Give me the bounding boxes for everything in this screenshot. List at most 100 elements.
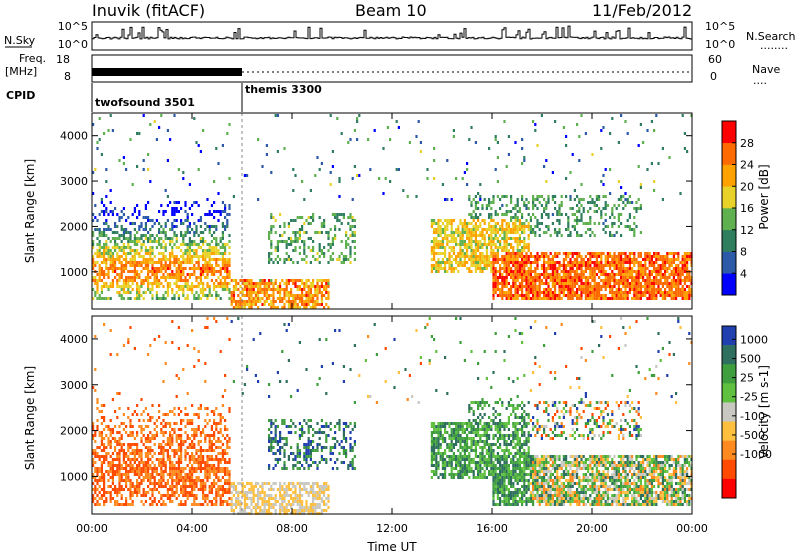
echo-cell [219,488,222,491]
echo-cell [268,294,271,297]
echo-cell [620,294,623,297]
echo-cell [191,491,194,494]
echo-cell [529,276,532,279]
echo-cell [677,288,680,291]
echo-cell [452,246,455,249]
echo-cell [503,243,506,246]
echo-cell [644,285,647,288]
echo-cell [197,261,200,264]
echo-cell [576,291,579,294]
echo-cell [276,150,279,153]
echo-cell [314,306,317,309]
echo-cell [208,473,211,476]
echo-cell [609,282,612,285]
echo-cell [98,234,101,237]
echo-cell [177,482,180,485]
echo-cell [441,231,444,234]
echo-cell [147,267,150,270]
echo-cell [129,261,132,264]
echo-cell [488,147,491,150]
echo-cell [294,240,297,243]
echo-cell [274,246,277,249]
echo-cell [650,291,653,294]
colorbar-tick-label: 20 [740,180,754,193]
echo-cell [195,485,198,488]
echo-cell [569,207,572,210]
echo-cell [338,195,341,198]
echo-cell [633,276,636,279]
echo-cell [518,288,521,291]
echo-cell [180,222,183,225]
echo-cell [523,204,526,207]
echo-cell [166,488,169,491]
echo-cell [631,252,634,255]
echo-cell [136,434,139,437]
echo-cell [578,261,581,264]
echo-cell [540,255,543,258]
echo-cell [202,291,205,294]
echo-cell [556,252,559,255]
echo-cell [224,249,227,252]
echo-cell [224,207,227,210]
echo-cell [569,198,572,201]
echo-cell [628,264,631,267]
echo-cell [584,270,587,273]
echo-cell [239,285,242,288]
echo-cell [661,282,664,285]
echo-cell [488,228,491,231]
echo-cell [199,485,202,488]
echo-cell [120,503,123,506]
echo-cell [114,470,117,473]
echo-cell [100,297,103,300]
echo-cell [122,213,125,216]
colorbar-segment [722,229,736,252]
echo-cell [144,455,147,458]
echo-cell [92,476,95,479]
echo-cell [175,210,178,213]
echo-cell [483,237,486,240]
echo-cell [494,225,497,228]
echo-cell [675,294,678,297]
echo-cell [274,282,277,285]
echo-cell [173,479,176,482]
echo-cell [499,288,502,291]
echo-cell [228,240,231,243]
echo-cell [514,237,517,240]
echo-cell [545,261,548,264]
echo-cell [490,237,493,240]
echo-cell [103,482,106,485]
echo-cell [180,231,183,234]
echo-cell [378,177,381,180]
echo-cell [254,303,257,306]
echo-cell [118,279,121,282]
echo-cell [92,297,95,300]
echo-cell [532,276,535,279]
echo-cell [316,156,319,159]
echo-cell [668,282,671,285]
echo-cell [481,228,484,231]
echo-cell [617,204,620,207]
echo-cell [503,246,506,249]
echo-cell [611,225,614,228]
echo-cell [129,285,132,288]
echo-cell [492,294,495,297]
echo-cell [155,458,158,461]
echo-cell [589,234,592,237]
echo-cell [578,252,581,255]
echo-cell [477,249,480,252]
echo-cell [219,428,222,431]
echo-cell [144,437,147,440]
echo-cell [206,317,209,320]
echo-cell [569,234,572,237]
echo-cell [103,404,106,407]
echo-cell [521,255,524,258]
echo-cell [488,240,491,243]
echo-cell [171,470,174,473]
echo-cell [226,264,229,267]
echo-cell [206,273,209,276]
echo-cell [228,258,231,261]
echo-cell [545,273,548,276]
echo-cell [140,237,143,240]
echo-cell [512,249,515,252]
echo-cell [221,246,224,249]
